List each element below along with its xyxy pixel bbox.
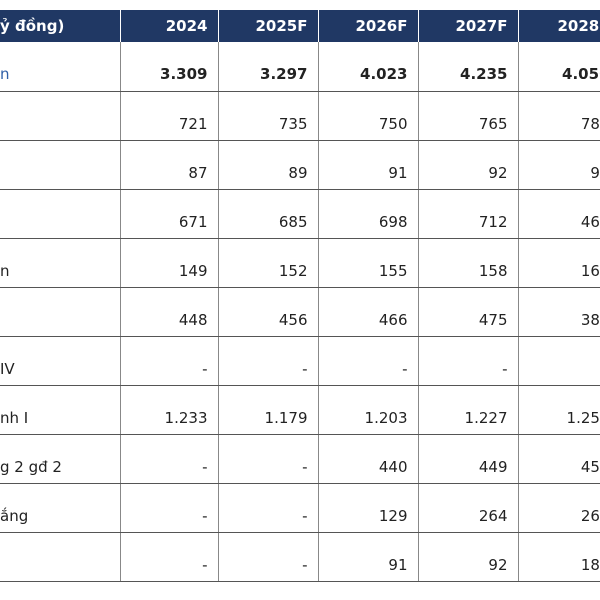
cell-value: 155 xyxy=(318,238,419,288)
row-label: n xyxy=(0,42,121,92)
cell-value: 458 xyxy=(518,434,600,484)
cell-value: 129 xyxy=(318,483,419,533)
table-row: --9192188 xyxy=(0,532,600,582)
cell-value: 698 xyxy=(318,189,419,239)
cell-value: 671 xyxy=(120,189,219,239)
cell-value: 735 xyxy=(218,91,319,141)
cell-value: 750 xyxy=(318,91,419,141)
table-row: IV----- xyxy=(0,336,600,386)
cell-value: - xyxy=(218,483,319,533)
cell-value: - xyxy=(120,532,219,582)
year-header: 2024 xyxy=(120,10,219,42)
cell-value: 440 xyxy=(318,434,419,484)
table-row: 448456466475388 xyxy=(0,287,600,337)
table-container: ỷ đồng)20242025F2026F2027F2028F n3.3093.… xyxy=(0,10,600,600)
cell-value: 94 xyxy=(518,140,600,190)
cell-value: 4.056 xyxy=(518,42,600,92)
cell-value: 388 xyxy=(518,287,600,337)
cell-value: - xyxy=(120,434,219,484)
cell-value: 91 xyxy=(318,532,419,582)
row-label: ắng xyxy=(0,483,121,533)
row-label xyxy=(0,140,121,190)
table-row: g 2 gđ 2--440449458 xyxy=(0,434,600,484)
table-row: 8789919294 xyxy=(0,140,600,190)
cell-value: - xyxy=(518,336,600,386)
cell-value: 149 xyxy=(120,238,219,288)
cell-value: 466 xyxy=(318,287,419,337)
cell-value: 87 xyxy=(120,140,219,190)
cell-value: 1.252 xyxy=(518,385,600,435)
cell-value: 448 xyxy=(120,287,219,337)
cell-value: 92 xyxy=(418,140,519,190)
cell-value: - xyxy=(120,336,219,386)
cell-value: 1.227 xyxy=(418,385,519,435)
table-row: 721735750765780 xyxy=(0,91,600,141)
year-header: 2028F xyxy=(518,10,600,42)
cell-value: 152 xyxy=(218,238,319,288)
cell-value: - xyxy=(218,434,319,484)
cell-value: - xyxy=(218,532,319,582)
cell-value: 475 xyxy=(418,287,519,337)
cell-value: 89 xyxy=(218,140,319,190)
cell-value: 460 xyxy=(518,189,600,239)
financial-table: ỷ đồng)20242025F2026F2027F2028F n3.3093.… xyxy=(0,10,600,582)
cell-value: 4.023 xyxy=(318,42,419,92)
row-label: g 2 gđ 2 xyxy=(0,434,121,484)
year-header: 2026F xyxy=(318,10,419,42)
cell-value: 1.179 xyxy=(218,385,319,435)
cell-value: 780 xyxy=(518,91,600,141)
cell-value: 1.203 xyxy=(318,385,419,435)
cell-value: - xyxy=(218,336,319,386)
cell-value: - xyxy=(120,483,219,533)
cell-value: 456 xyxy=(218,287,319,337)
cell-value: 188 xyxy=(518,532,600,582)
cell-value: 158 xyxy=(418,238,519,288)
row-label xyxy=(0,91,121,141)
cell-value: 269 xyxy=(518,483,600,533)
unit-header: ỷ đồng) xyxy=(0,10,121,42)
cell-value: 161 xyxy=(518,238,600,288)
year-header: 2025F xyxy=(218,10,319,42)
cell-value: 685 xyxy=(218,189,319,239)
row-label xyxy=(0,287,121,337)
cell-value: - xyxy=(418,336,519,386)
row-label xyxy=(0,189,121,239)
row-label: n xyxy=(0,238,121,288)
cell-value: - xyxy=(318,336,419,386)
cell-value: 3.309 xyxy=(120,42,219,92)
cell-value: 4.235 xyxy=(418,42,519,92)
cell-value: 3.297 xyxy=(218,42,319,92)
cell-value: 449 xyxy=(418,434,519,484)
cell-value: 1.233 xyxy=(120,385,219,435)
cell-value: 765 xyxy=(418,91,519,141)
table-body: n3.3093.2974.0234.2354.05672173575076578… xyxy=(0,42,600,582)
cell-value: 721 xyxy=(120,91,219,141)
cell-value: 92 xyxy=(418,532,519,582)
table-row: 671685698712460 xyxy=(0,189,600,239)
table-row: n149152155158161 xyxy=(0,238,600,288)
header-row: ỷ đồng)20242025F2026F2027F2028F xyxy=(0,10,600,42)
cell-value: 712 xyxy=(418,189,519,239)
row-label: IV xyxy=(0,336,121,386)
year-header: 2027F xyxy=(418,10,519,42)
cell-value: 91 xyxy=(318,140,419,190)
table-row: ắng--129264269 xyxy=(0,483,600,533)
cell-value: 264 xyxy=(418,483,519,533)
row-label: nh I xyxy=(0,385,121,435)
row-label xyxy=(0,532,121,582)
